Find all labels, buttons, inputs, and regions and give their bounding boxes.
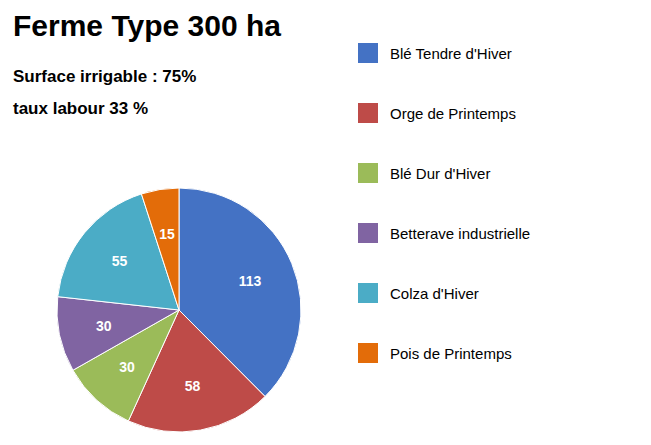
legend-swatch	[358, 343, 378, 363]
data-label: 58	[185, 378, 201, 394]
legend-swatch	[358, 283, 378, 303]
data-labels: 113 58 30 30 55 15	[96, 226, 262, 394]
legend-swatch	[358, 223, 378, 243]
legend: Blé Tendre d'Hiver Orge de Printemps Blé D…	[358, 43, 530, 363]
legend-label: Colza d'Hiver	[390, 285, 479, 302]
legend-swatch	[358, 163, 378, 183]
data-label: 30	[119, 359, 135, 375]
legend-label: Blé Tendre d'Hiver	[390, 45, 512, 62]
legend-label: Betterave industrielle	[390, 225, 530, 242]
data-label: 15	[159, 226, 175, 242]
subtitle: taux labour 33 %	[13, 99, 148, 118]
pie-slice	[141, 188, 179, 310]
subtitle: Surface irrigable : 75%	[13, 67, 196, 86]
legend-label: Pois de Printemps	[390, 345, 512, 362]
legend-swatch	[358, 103, 378, 123]
legend-label: Blé Dur d'Hiver	[390, 165, 490, 182]
legend-label: Orge de Printemps	[390, 105, 516, 122]
pie	[57, 188, 301, 432]
data-label: 113	[239, 273, 262, 289]
title: Ferme Type 300 ha	[13, 9, 281, 42]
legend-swatch	[358, 43, 378, 63]
data-label: 55	[112, 253, 128, 269]
data-label: 30	[96, 318, 112, 334]
chart: Ferme Type 300 ha Surface irrigable : 75%…	[0, 0, 651, 445]
